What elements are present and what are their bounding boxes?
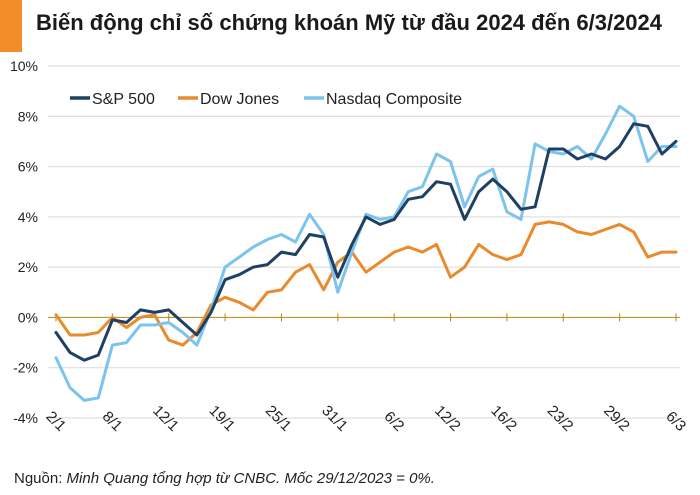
source-note: Nguồn: Minh Quang tổng hợp từ CNBC. Mốc … — [14, 470, 435, 487]
y-axis-ticks: -4% -2% 0% 2% 4% 6% 8% 10% — [10, 58, 38, 426]
gridlines — [48, 65, 680, 419]
title-accent-bar — [0, 0, 22, 52]
x-tick-label: 6/3 — [662, 408, 689, 435]
x-tick-label: 12/1 — [149, 402, 182, 435]
y-tick-label: 10% — [10, 58, 38, 74]
source-text: Minh Quang tổng hợp từ CNBC. Mốc 29/12/2… — [66, 470, 435, 487]
x-axis-ticks: 2/1 8/1 12/1 19/1 25/1 31/1 6/2 12/2 16/2 23/2 29/… — [42, 313, 689, 435]
x-tick-label: 8/1 — [99, 408, 126, 435]
x-tick-label: 25/1 — [262, 402, 295, 435]
series-lines — [54, 104, 678, 402]
x-tick-label: 31/1 — [318, 402, 351, 435]
series-line-dow — [54, 220, 678, 347]
x-tick-label: 16/2 — [487, 402, 520, 435]
legend: S&P 500 Dow Jones Nasdaq Composite — [70, 91, 462, 108]
y-tick-label: 8% — [18, 108, 38, 124]
y-tick-label: 0% — [18, 309, 38, 325]
legend-label-dow: Dow Jones — [200, 91, 279, 108]
x-tick-label: 23/2 — [544, 402, 577, 435]
y-tick-label: -4% — [13, 410, 38, 426]
series-line-nasdaq — [54, 104, 678, 402]
legend-label-nasdaq: Nasdaq Composite — [326, 91, 462, 108]
y-tick-label: 2% — [18, 259, 38, 275]
x-tick-label: 6/2 — [381, 408, 408, 435]
source-label: Nguồn: — [14, 470, 63, 487]
x-tick-label: 2/1 — [42, 408, 69, 435]
y-tick-label: 6% — [18, 159, 38, 175]
x-tick-label: 29/2 — [600, 402, 633, 435]
x-tick-label: 12/2 — [431, 402, 464, 435]
y-tick-label: 4% — [18, 209, 38, 225]
y-tick-label: -2% — [13, 360, 38, 376]
x-tick-label: 19/1 — [206, 402, 239, 435]
chart-title: Biến động chỉ số chứng khoán Mỹ từ đầu 2… — [36, 10, 663, 35]
legend-label-sp500: S&P 500 — [92, 91, 155, 108]
series-line-sp500 — [54, 122, 678, 362]
